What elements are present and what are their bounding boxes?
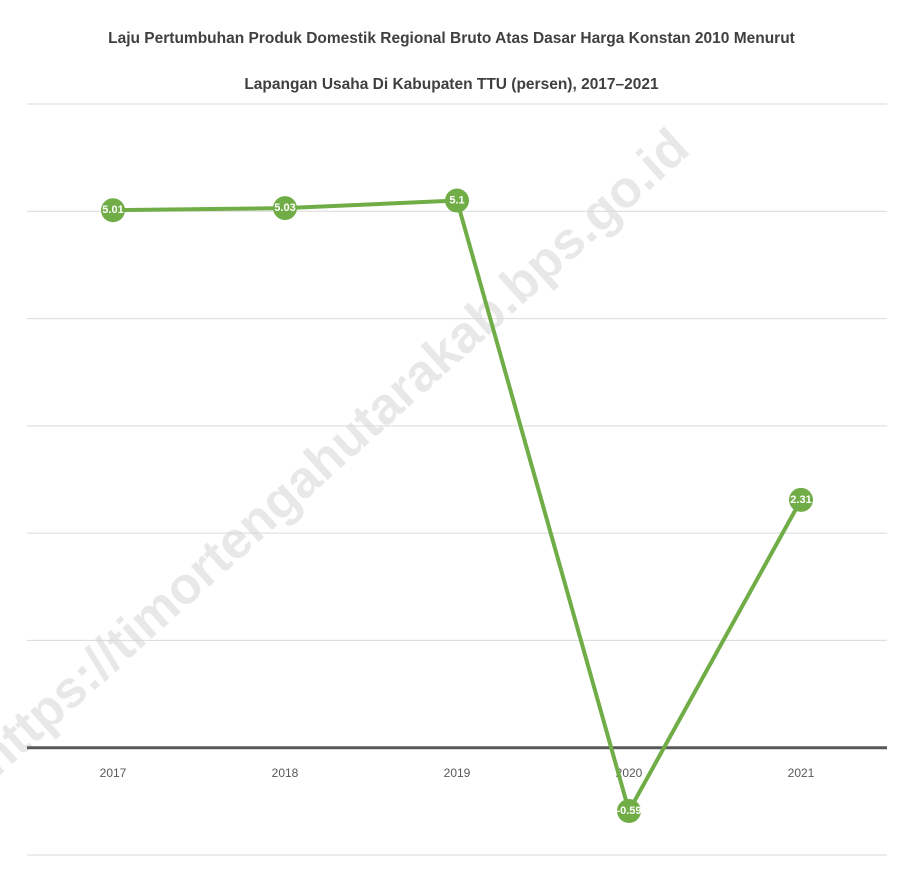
data-line xyxy=(112,198,803,814)
x-tick-label: 2017 xyxy=(100,766,127,780)
data-point xyxy=(101,198,125,223)
x-tick-label: 2021 xyxy=(788,766,815,780)
chart-title: Laju Pertumbuhan Produk Domestik Regiona… xyxy=(108,30,795,93)
data-label: -0.59 xyxy=(616,805,641,817)
x-tick-label: 2019 xyxy=(444,766,471,780)
data-point xyxy=(789,487,813,512)
data-label: 5.03 xyxy=(274,202,295,214)
data-label: 5.01 xyxy=(102,204,123,216)
x-tick-label: 2018 xyxy=(272,766,299,780)
data-point xyxy=(445,188,469,213)
x-tick-label: 2020 xyxy=(616,766,643,780)
data-point xyxy=(273,196,297,221)
data-point xyxy=(617,799,641,824)
data-label: 2.31 xyxy=(790,494,811,506)
data-label: 5.1 xyxy=(449,194,464,206)
